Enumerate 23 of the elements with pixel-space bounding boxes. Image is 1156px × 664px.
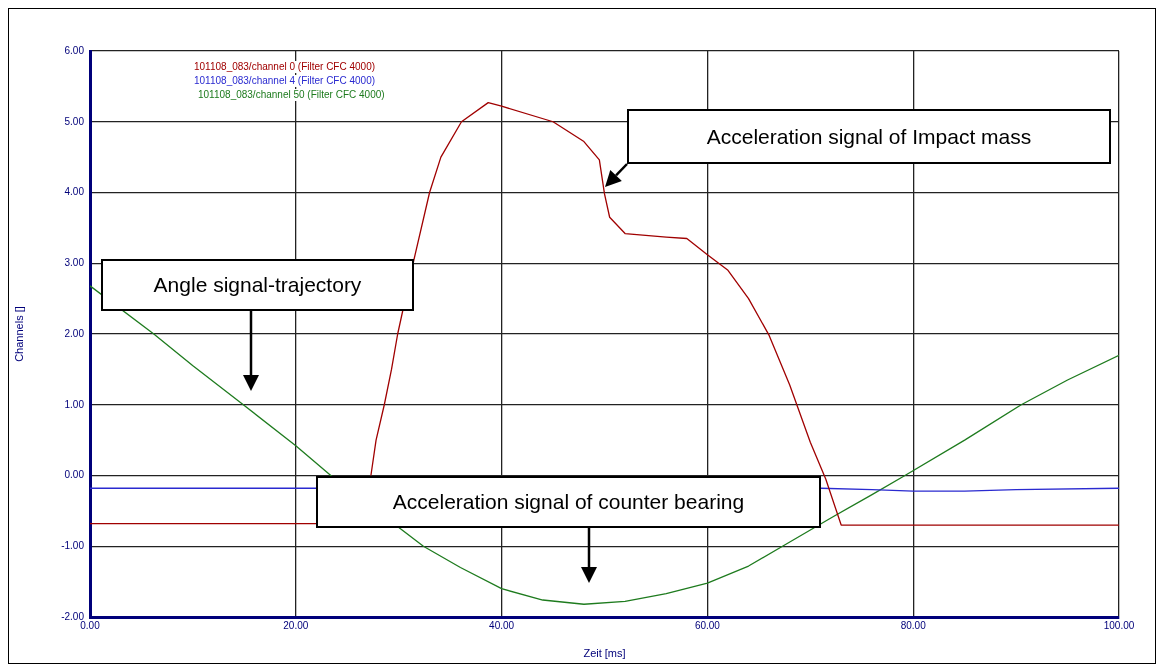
y-tick-label: 3.00 <box>64 257 85 268</box>
annotation: Angle signal-trajectory <box>153 273 362 297</box>
x-tick-label: 100.00 <box>1103 619 1135 631</box>
y-axis-title: Channels [] <box>12 306 25 362</box>
y-tick-label: -2.00 <box>61 610 85 622</box>
x-axis-title: Zeit [ms] <box>583 647 626 660</box>
y-tick-label: 2.00 <box>64 327 85 339</box>
text: 101108_083/channel 4 (Filter CFC 4000) <box>194 74 376 86</box>
y-tick-label: -1.00 <box>61 540 85 551</box>
x-tick-label: 0.00 <box>80 619 101 631</box>
annotation: Acceleration signal of Impact mass <box>706 124 1032 149</box>
y-tick-label: 5.00 <box>64 115 85 127</box>
y-tick-label: 1.00 <box>64 398 85 410</box>
x-tick-label: 20.00 <box>283 619 309 631</box>
text: 101108_083/channel 50 (Filter CFC 4000) <box>198 88 385 100</box>
y-tick-label: 4.00 <box>64 186 85 198</box>
y-tick-label: 6.00 <box>64 44 85 56</box>
x-tick-label: 40.00 <box>489 619 515 631</box>
x-tick-label: 80.00 <box>900 619 927 631</box>
annotation: Acceleration signal of counter bearing <box>392 490 745 514</box>
y-tick-label: 0.00 <box>64 469 85 481</box>
x-tick-label: 60.00 <box>694 619 721 631</box>
text: 101108_083/channel 0 (Filter CFC 4000) <box>194 60 376 72</box>
